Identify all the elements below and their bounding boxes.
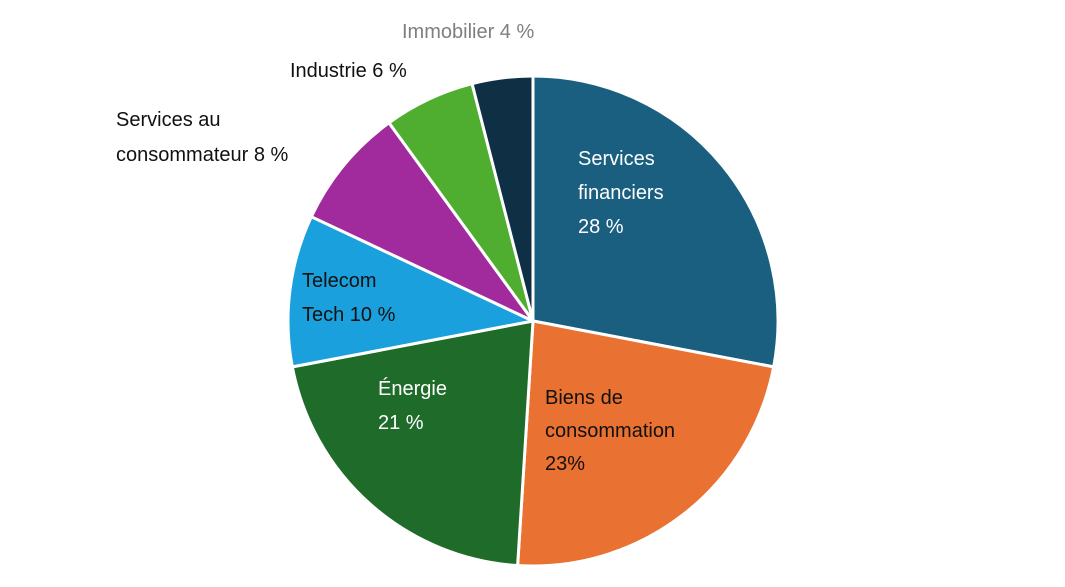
slice-label-line: Industrie 6 % [290,60,407,82]
slice-label-services-au-consommateur: Services au consommateur 8 % [116,109,289,166]
slice-label-line: financiers [578,182,664,204]
slice-label-services-financiers: Services financiers 28 % [578,148,664,238]
slice-label-industrie: Industrie 6 % [290,60,407,82]
pie-slice-services-au-consommateur [309,121,535,323]
slice-label-line: 21 % [378,412,424,434]
slice-label-line: Immobilier 4 % [402,21,534,43]
pie-slice-telecom-tech [286,215,535,369]
slice-label-line: Services [578,148,655,170]
slice-label-line: Services au [116,109,221,131]
slice-label-line: 23% [545,453,585,475]
slice-label-line: 28 % [578,216,624,238]
slice-label-biens-de-consommation: Biens de consommation 23% [545,387,675,475]
slice-label-line: consommateur 8 % [116,144,289,166]
pie-slice-services-financiers [531,74,780,369]
pie-slice-energie [290,319,535,568]
slice-label-line: Énergie [378,377,447,400]
slice-label-energie: Énergie 21 % [378,377,447,434]
slice-label-line: Telecom [302,270,376,292]
slice-label-line: Tech 10 % [302,304,396,326]
slice-label-line: consommation [545,420,675,442]
pie-slice-immobilier [470,74,535,323]
slice-label-telecom-tech: Telecom Tech 10 % [302,270,396,326]
slice-label-line: Biens de [545,387,623,409]
slice-label-immobilier: Immobilier 4 % [402,21,534,43]
pie-slice-biens-de-consommation [516,319,776,568]
